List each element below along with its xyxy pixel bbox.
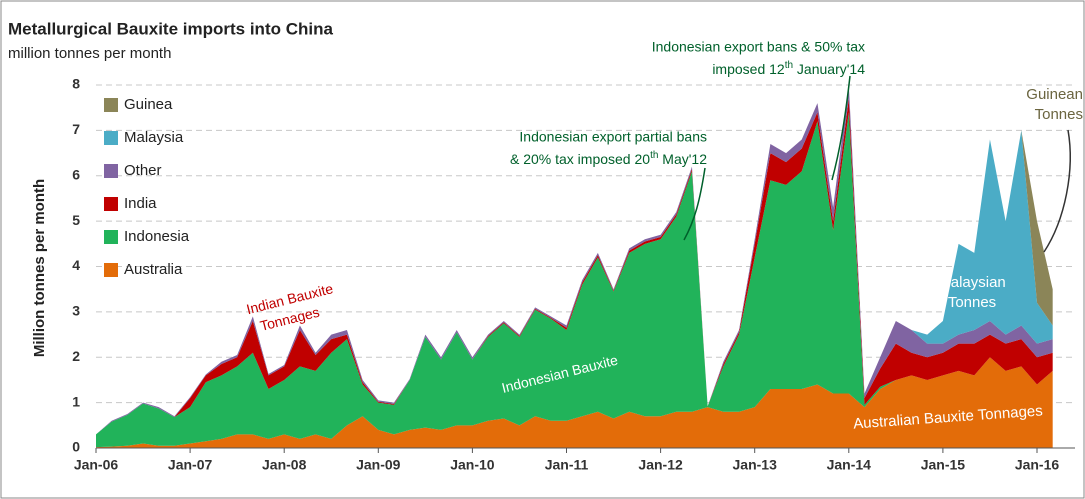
- legend-label: Australia: [124, 261, 183, 278]
- annotation-part: & 20% tax imposed 20: [510, 151, 650, 167]
- legend-label: Malaysia: [124, 129, 184, 146]
- annotation: Indonesian export partial bans: [519, 129, 707, 145]
- legend-swatch: [104, 164, 118, 178]
- area: [96, 357, 1053, 448]
- arrows: [683, 75, 1071, 253]
- x-tick-label: Jan-12: [638, 457, 683, 473]
- annotation: Tonnes: [1035, 106, 1083, 123]
- annotation: Tonnes: [948, 294, 996, 311]
- x-tick-label: Jan-13: [733, 457, 778, 473]
- arrow: [831, 75, 851, 181]
- y-tick-label: 4: [72, 257, 80, 273]
- x-tick-label: Jan-09: [356, 457, 401, 473]
- x-tick-label: Jan-14: [827, 457, 872, 473]
- y-tick-label: 8: [72, 76, 80, 92]
- annotation: imposed 12th January'14: [712, 60, 865, 77]
- legend-swatch: [104, 263, 118, 277]
- chart-title: Metallurgical Bauxite imports into China: [8, 19, 333, 38]
- x-tick-label: Jan-16: [1015, 457, 1060, 473]
- annotation-part: th: [650, 150, 658, 161]
- arrow: [683, 167, 706, 241]
- chart-subtitle: million tonnes per month: [8, 45, 171, 62]
- legend-swatch: [104, 98, 118, 112]
- legend-label: Other: [124, 162, 162, 179]
- area: [96, 112, 1053, 448]
- y-tick-label: 0: [72, 439, 80, 455]
- annotation: Guinean: [1026, 86, 1083, 103]
- y-tick-label: 5: [72, 212, 80, 228]
- x-tick-label: Jan-15: [921, 457, 966, 473]
- y-axis-label: Million tonnes per month: [31, 179, 48, 357]
- legend-label: India: [124, 195, 157, 212]
- y-tick-label: 2: [72, 348, 80, 364]
- x-tick-label: Jan-07: [168, 457, 213, 473]
- annotation-part: th: [785, 60, 793, 71]
- area: [96, 98, 1053, 435]
- legend-label: Indonesia: [124, 228, 190, 245]
- legend-swatch: [104, 197, 118, 211]
- annotation-part: May'12: [658, 151, 707, 167]
- x-tick-label: Jan-11: [545, 457, 589, 473]
- x-tick-label: Jan-08: [262, 457, 307, 473]
- legend-label: Guinea: [124, 96, 173, 113]
- annotation: Malaysian: [938, 274, 1006, 291]
- y-tick-label: 1: [72, 393, 80, 409]
- legend-swatch: [104, 131, 118, 145]
- annotation: Indonesian export bans & 50% tax: [652, 39, 865, 55]
- annotation: & 20% tax imposed 20th May'12: [510, 150, 707, 167]
- y-tick-label: 6: [72, 166, 80, 182]
- y-tick-label: 7: [72, 121, 80, 137]
- x-tick-label: Jan-06: [74, 457, 119, 473]
- y-tick-label: 3: [72, 303, 80, 319]
- annotation-part: imposed 12: [712, 61, 785, 77]
- legend-swatch: [104, 230, 118, 244]
- x-tick-label: Jan-10: [450, 457, 495, 473]
- annotation-part: January'14: [793, 61, 865, 77]
- arrow: [1043, 129, 1071, 253]
